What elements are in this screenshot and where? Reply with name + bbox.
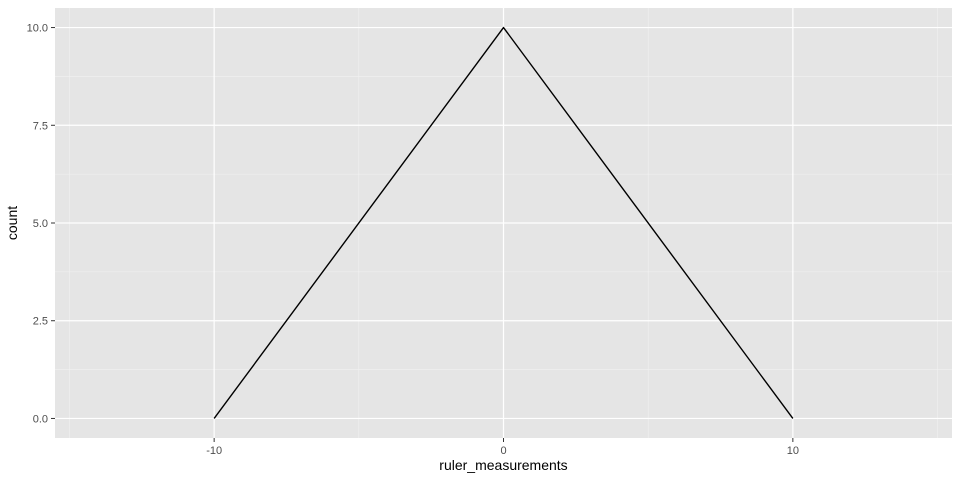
series-line-0 xyxy=(213,26,794,419)
series-layer xyxy=(213,26,794,419)
y-tick-label: 0.0 xyxy=(33,413,48,425)
x-axis-title: ruler_measurements xyxy=(439,457,567,473)
y-axis-title: count xyxy=(4,206,20,240)
x-axis: -10 0 10 xyxy=(206,438,799,457)
x-tick-label: -10 xyxy=(206,445,222,457)
y-tick-label: 10.0 xyxy=(27,23,48,35)
y-tick-label: 7.5 xyxy=(33,120,48,132)
x-tick-label: 10 xyxy=(787,445,799,457)
major-grid xyxy=(55,8,952,438)
y-tick-label: 5.0 xyxy=(33,218,48,230)
x-tick-label: 0 xyxy=(500,445,506,457)
y-axis: 0.0 2.5 5.0 7.5 10.0 xyxy=(27,23,55,425)
y-tick-label: 2.5 xyxy=(33,316,48,328)
